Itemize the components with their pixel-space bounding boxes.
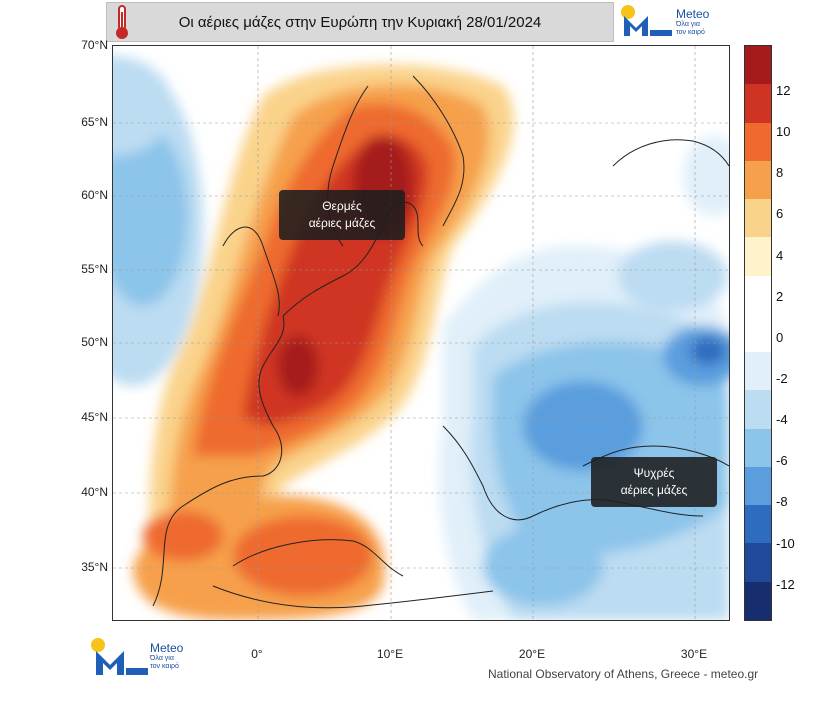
title-bar: Οι αέριες μάζες στην Ευρώπη την Κυριακή … [106, 2, 614, 42]
temperature-anomaly-map [112, 45, 730, 621]
meteo-logo-top: Meteo Όλα για τον καιρό [616, 2, 731, 42]
colorbar-segment [745, 199, 771, 238]
cold-annotation-line1: Ψυχρές [633, 466, 675, 480]
colorbar-segment [745, 46, 771, 85]
colorbar-segment [745, 313, 771, 353]
meteo-logo-icon [621, 5, 672, 36]
thermometer-icon [108, 3, 136, 41]
colorbar-segment [745, 505, 771, 544]
cold-annotation-line2: αέριες μάζες [620, 483, 688, 497]
logo-tagline-1: Όλα για [676, 20, 700, 28]
colorbar-label-minus8: -8 [776, 494, 788, 509]
colorbar-label-4: 4 [776, 248, 784, 263]
lon-label-20e: 20°E [518, 647, 546, 661]
lon-label-10e: 10°E [376, 647, 404, 661]
colorbar-segment [745, 122, 771, 161]
warm-annotation-line1: Θερμές [322, 199, 362, 213]
map-title: Οι αέριες μάζες στην Ευρώπη την Κυριακή … [178, 13, 542, 31]
lon-label-30e: 30°E [680, 647, 708, 661]
lat-label-55: 55°N [81, 262, 108, 276]
colorbar-segment [745, 275, 771, 314]
lat-label-45: 45°N [81, 410, 108, 424]
logo-tagline-bottom-2: τον καιρό [150, 662, 179, 670]
colorbar-label-minus10: -10 [776, 536, 795, 551]
colorbar-label-12: 12 [776, 83, 791, 98]
colorbar-label-2: 2 [776, 289, 784, 304]
cold-airmass-annotation: Ψυχρές αέριες μάζες [591, 457, 717, 507]
colorbar-label-8: 8 [776, 165, 784, 180]
logo-word: Meteo [676, 6, 710, 21]
colorbar-segment [745, 390, 771, 429]
lat-label-65: 65°N [81, 115, 108, 129]
colorbar-label-0: 0 [776, 330, 784, 345]
colorbar-segment [745, 428, 771, 467]
colorbar-label-10: 10 [776, 124, 791, 139]
colorbar-segment [745, 84, 771, 123]
colorbar-label-minus4: -4 [776, 412, 788, 427]
lat-label-35: 35°N [81, 560, 108, 574]
lat-label-70: 70°N [81, 38, 108, 52]
lat-label-40: 40°N [81, 485, 108, 499]
colorbar-label-6: 6 [776, 206, 784, 221]
meteo-logo-bottom: Meteo Όλα για τον καιρό [90, 632, 205, 680]
credit-text: National Observatory of Athens, Greece -… [488, 667, 759, 681]
colorbar-segment [745, 160, 771, 200]
colorbar-segment [745, 352, 771, 391]
colorbar-label-minus12: -12 [776, 577, 795, 592]
meteo-logo-icon-bottom [91, 638, 148, 675]
colorbar-label-minus6: -6 [776, 453, 788, 468]
lon-label-0: 0° [251, 647, 263, 661]
logo-tagline-bottom-1: Όλα για [150, 654, 174, 662]
colorbar-segment [745, 581, 771, 620]
map-graphic [113, 46, 730, 620]
colorbar-segment [745, 237, 771, 276]
colorbar [744, 45, 772, 621]
colorbar-segment [745, 543, 771, 582]
lat-label-50: 50°N [81, 335, 108, 349]
colorbar-label-minus2: -2 [776, 371, 788, 386]
logo-tagline-2: τον καιρό [676, 28, 705, 36]
warm-annotation-line2: αέριες μάζες [308, 216, 376, 230]
warm-airmass-annotation: Θερμές αέριες μάζες [279, 190, 405, 240]
colorbar-segment [745, 466, 771, 506]
logo-word-bottom: Meteo [150, 640, 184, 655]
lat-label-60: 60°N [81, 188, 108, 202]
